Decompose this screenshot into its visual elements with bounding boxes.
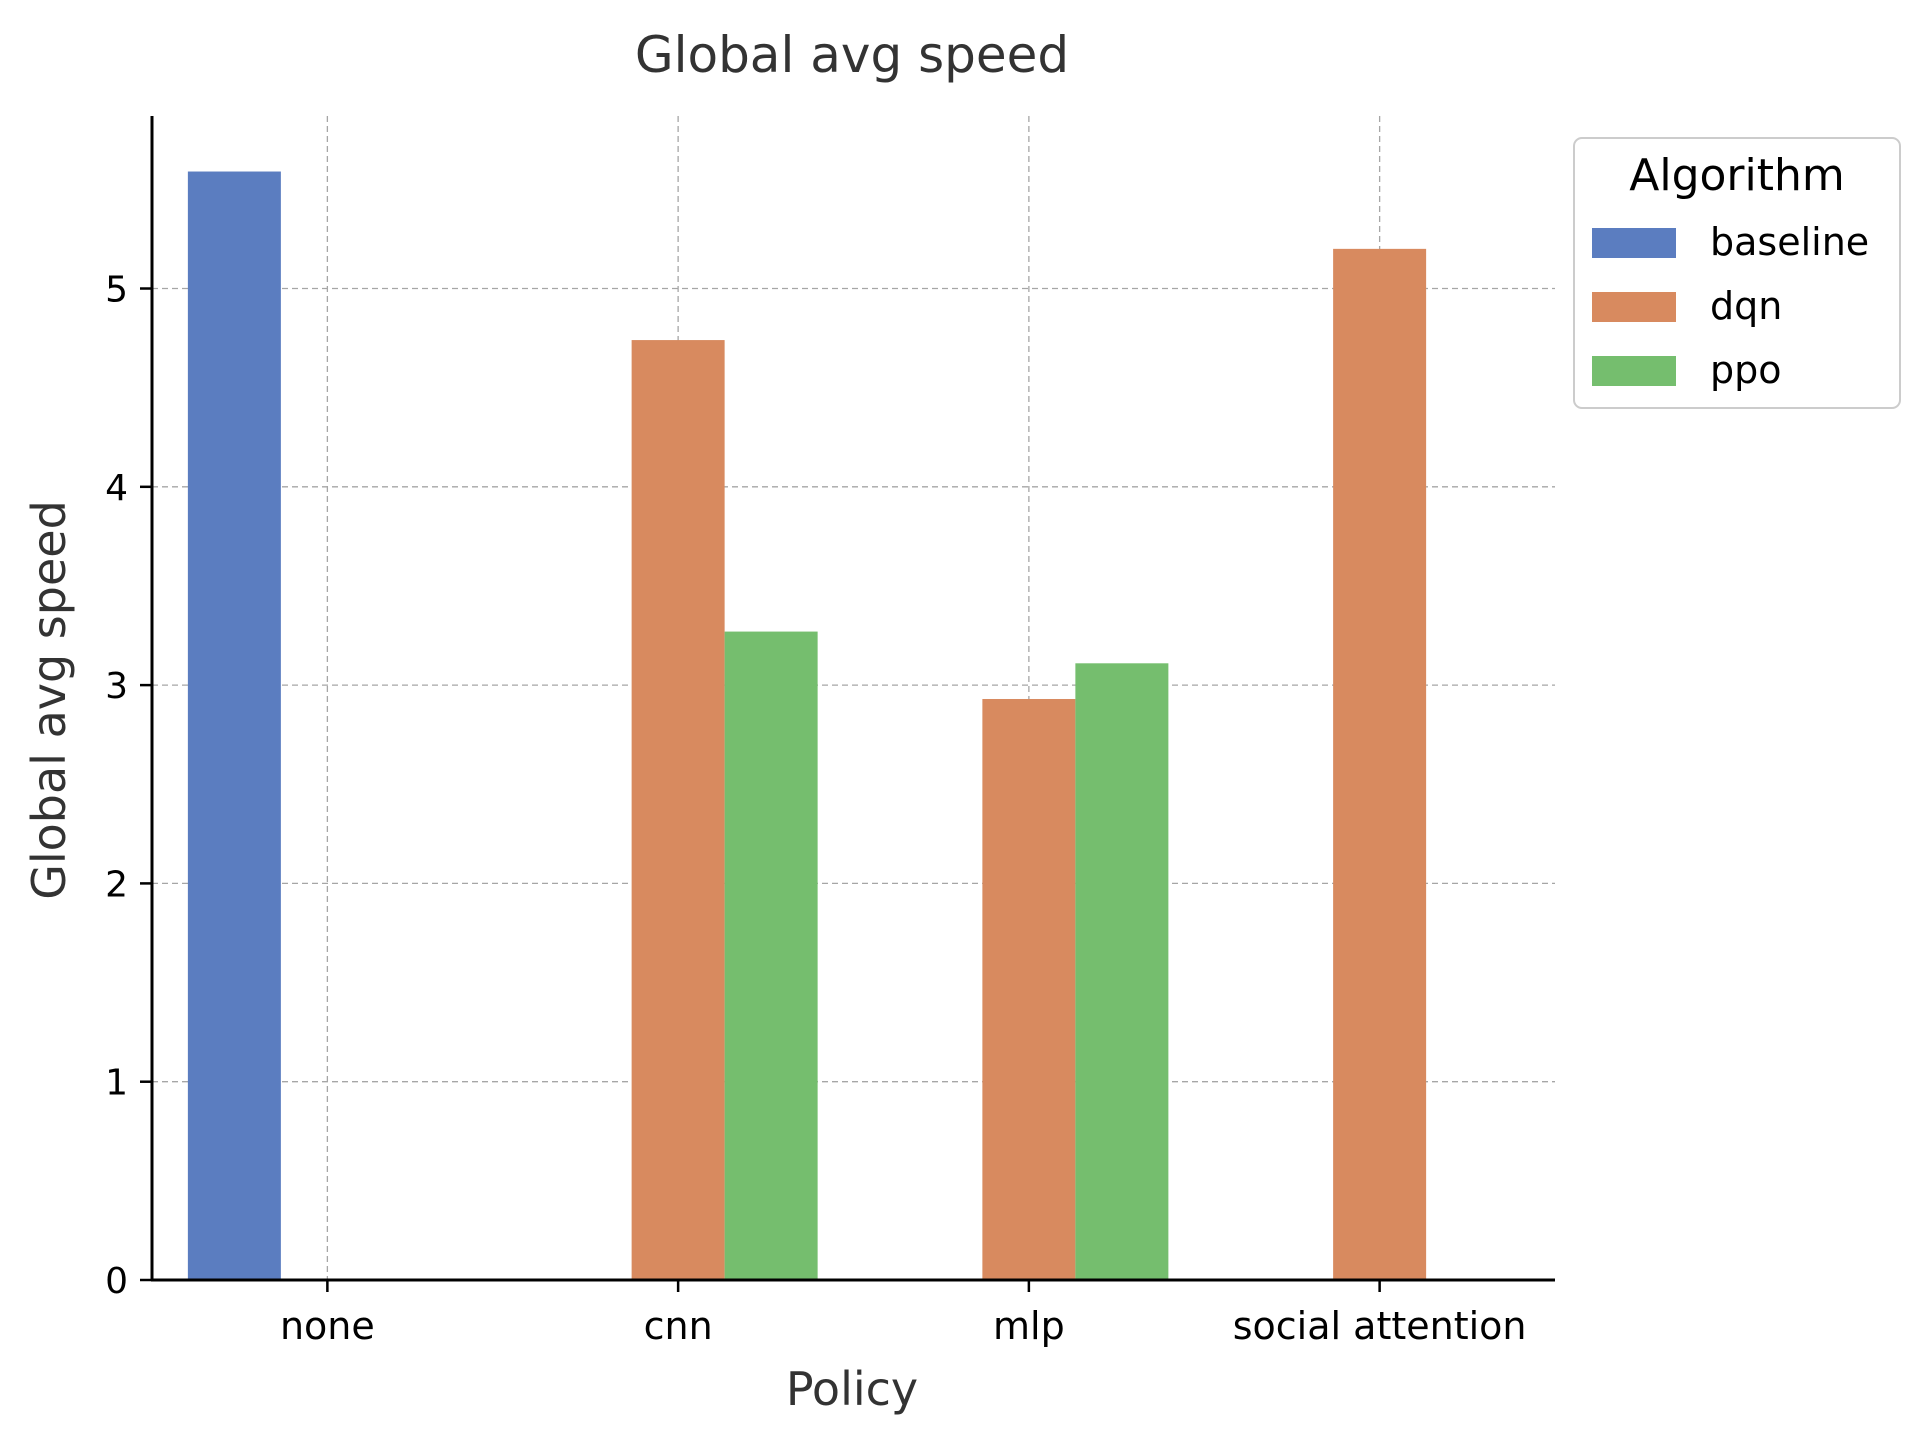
x-tick-label: mlp <box>993 1304 1065 1348</box>
legend-label-ppo: ppo <box>1710 348 1782 392</box>
legend-label-dqn: dqn <box>1710 284 1782 328</box>
legend: Algorithm baseline dqn ppo <box>1573 137 1901 409</box>
bar-baseline-none <box>187 171 281 1281</box>
y-tick-label: 3 <box>105 666 128 707</box>
legend-title: Algorithm <box>1629 150 1845 201</box>
y-tick-label: 1 <box>105 1063 128 1104</box>
bar-dqn-mlp <box>982 698 1076 1280</box>
y-tick-label: 5 <box>105 270 128 311</box>
x-tick-label: cnn <box>644 1304 713 1348</box>
x-tick-label: none <box>280 1304 375 1348</box>
y-tick-label: 0 <box>105 1261 128 1302</box>
axes <box>150 116 1555 1282</box>
legend-swatch-baseline <box>1592 228 1676 258</box>
legend-label-baseline: baseline <box>1710 220 1869 264</box>
bar-ppo-cnn <box>724 631 818 1280</box>
x-axis-label: Policy <box>786 1362 918 1416</box>
y-axis-label: Global avg speed <box>22 500 76 900</box>
chart-title: Global avg speed <box>635 26 1069 84</box>
bar-dqn-social-attention <box>1333 248 1427 1280</box>
legend-swatch-dqn <box>1592 292 1676 322</box>
legend-swatch-ppo <box>1592 356 1676 386</box>
y-tick-label: 4 <box>105 468 128 509</box>
bars <box>187 171 1427 1281</box>
legend-box <box>1573 137 1901 409</box>
y-tick-label: 2 <box>105 864 128 905</box>
bar-dqn-cnn <box>631 340 725 1280</box>
bar-ppo-mlp <box>1075 663 1169 1280</box>
ticks: 0 1 2 3 4 5 none cnn mlp social attention <box>105 270 1526 1348</box>
x-tick-label: social attention <box>1233 1304 1527 1348</box>
